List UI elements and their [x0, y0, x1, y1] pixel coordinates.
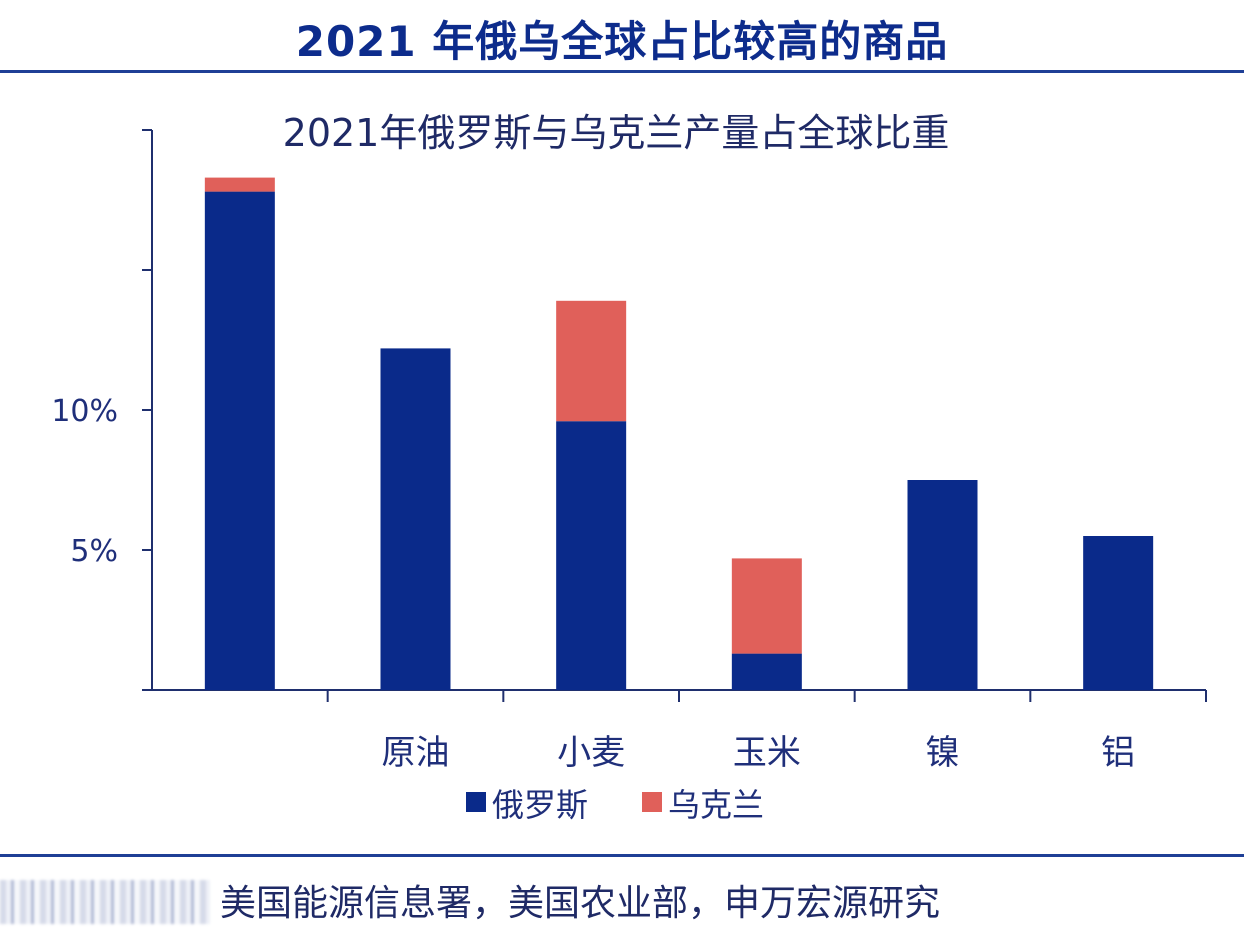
category-label: 小麦	[557, 733, 625, 773]
bar-russia	[1083, 536, 1154, 690]
legend-label: 乌克兰	[668, 786, 764, 824]
bars	[204, 177, 1154, 690]
y-tick-label: 5%	[70, 534, 118, 569]
source-text: 美国能源信息署，美国农业部，申万宏源研究	[220, 883, 941, 924]
bar-russia	[907, 480, 978, 690]
bar-russia	[731, 653, 802, 690]
header-rule	[0, 70, 1244, 73]
footer-rule	[0, 854, 1244, 857]
category-label: 玉米	[733, 733, 801, 773]
category-label: 原油	[382, 733, 450, 773]
bar-ukraine	[556, 300, 627, 422]
blurred-source-label	[0, 880, 210, 924]
legend-swatch	[466, 792, 486, 812]
header-title: 2021 年俄乌全球占比较高的商品	[295, 17, 949, 66]
chart-svg: 2021年俄罗斯与乌克兰产量占全球比重 5% 10% 原油 小麦 玉米 镍 铝 俄罗斯 乌克…	[51, 111, 1207, 824]
bar-russia	[204, 191, 275, 690]
legend: 俄罗斯 乌克兰	[466, 786, 764, 824]
bar-russia	[380, 348, 451, 690]
category-label: 铝	[1101, 733, 1135, 773]
source-line: 美国能源信息署，美国农业部，申万宏源研究	[0, 874, 1244, 930]
axes: 5% 10%	[51, 129, 1207, 702]
chart: 2021年俄罗斯与乌克兰产量占全球比重 5% 10% 原油 小麦 玉米 镍 铝 俄罗斯 乌克…	[0, 76, 1244, 846]
category-labels: 原油 小麦 玉米 镍 铝	[382, 733, 1136, 773]
chart-title: 2021年俄罗斯与乌克兰产量占全球比重	[283, 111, 950, 155]
legend-label: 俄罗斯	[492, 786, 588, 824]
legend-swatch	[642, 792, 662, 812]
category-label: 镍	[926, 733, 960, 773]
bar-russia	[556, 421, 627, 690]
y-tick-label: 10%	[51, 394, 118, 429]
bar-ukraine	[731, 558, 802, 654]
bar-ukraine	[204, 177, 275, 192]
